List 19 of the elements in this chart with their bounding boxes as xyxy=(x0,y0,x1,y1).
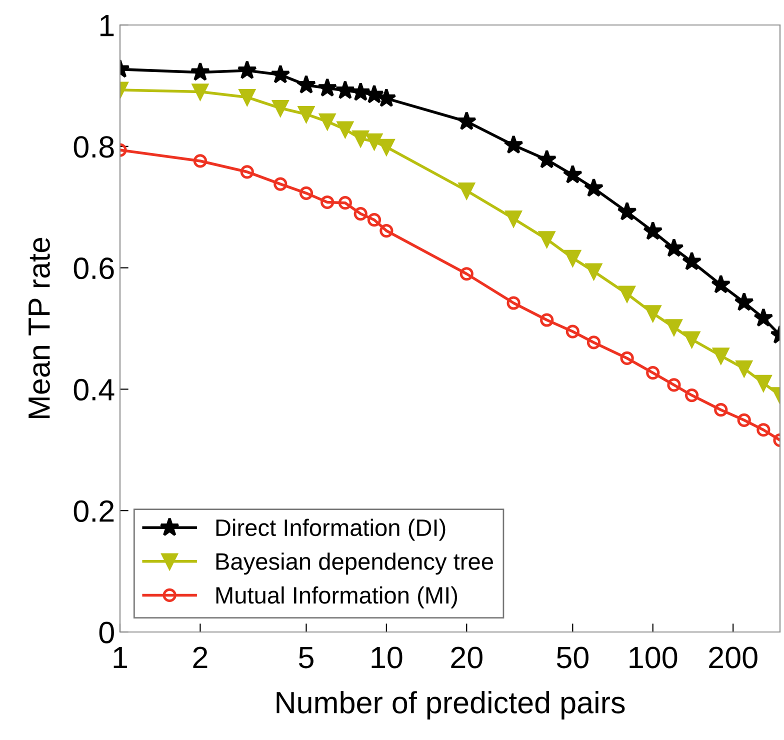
y-tick-label: 1 xyxy=(100,15,114,36)
x-tick-label: 200 xyxy=(709,646,758,668)
x-tick-label: 100 xyxy=(630,646,678,668)
x-tick-label: 10 xyxy=(372,646,402,668)
y-axis-title: Mean TP rate xyxy=(28,238,50,418)
x-tick-label: 1 xyxy=(114,647,128,668)
y-tick-label: 0.8 xyxy=(74,136,114,158)
y-tick-label: 0.6 xyxy=(74,258,114,280)
y-tick-label: 0.4 xyxy=(74,378,114,401)
x-tick-label: 20 xyxy=(451,646,482,668)
y-tick-label: 0.2 xyxy=(74,500,114,522)
legend-label: Mutual Information (MI) xyxy=(216,586,458,608)
x-tick-label: 2 xyxy=(193,646,208,668)
x-tick-label: 5 xyxy=(298,647,314,668)
x-axis-title: Number of predicted pairs xyxy=(276,691,625,720)
x-tick-label: 50 xyxy=(556,646,588,668)
legend-label: Direct Information (DI) xyxy=(216,518,446,541)
y-tick-label: 0 xyxy=(99,622,114,644)
legend-label: Bayesian dependency tree xyxy=(216,552,493,575)
